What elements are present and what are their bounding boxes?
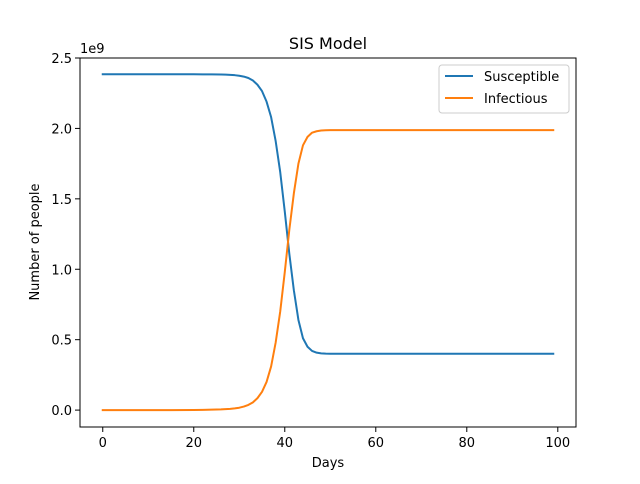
x-tick-label: 20 — [185, 436, 202, 451]
plot-content — [101, 73, 555, 412]
chart-title: SIS Model — [289, 34, 367, 53]
series-line-susceptible — [101, 73, 555, 355]
x-tick-label: 80 — [459, 436, 476, 451]
y-tick-label: 2.0 — [51, 122, 72, 137]
y-offset-label: 1e9 — [80, 42, 105, 57]
x-tick-label: 60 — [368, 436, 385, 451]
legend-label-infectious: Infectious — [484, 92, 548, 107]
x-axis: 0 20 40 60 80 100 — [99, 427, 570, 451]
legend: Susceptible Infectious — [438, 64, 570, 114]
x-tick-label: 40 — [276, 436, 293, 451]
x-tick-label: 100 — [545, 436, 570, 451]
x-axis-label: Days — [312, 456, 345, 471]
y-tick-label: 0.0 — [51, 404, 72, 419]
plot-frame — [79, 57, 577, 428]
y-tick-label: 2.5 — [51, 52, 72, 67]
y-tick-label: 1.0 — [51, 263, 72, 278]
y-axis: 0.0 0.5 1.0 1.5 2.0 2.5 — [51, 52, 80, 419]
legend-label-susceptible: Susceptible — [484, 70, 559, 85]
x-tick-label: 0 — [99, 436, 107, 451]
y-axis-label: Number of people — [28, 183, 43, 300]
y-tick-label: 1.5 — [51, 193, 72, 208]
series-line-infectious — [101, 129, 555, 412]
y-tick-label: 0.5 — [51, 334, 72, 349]
